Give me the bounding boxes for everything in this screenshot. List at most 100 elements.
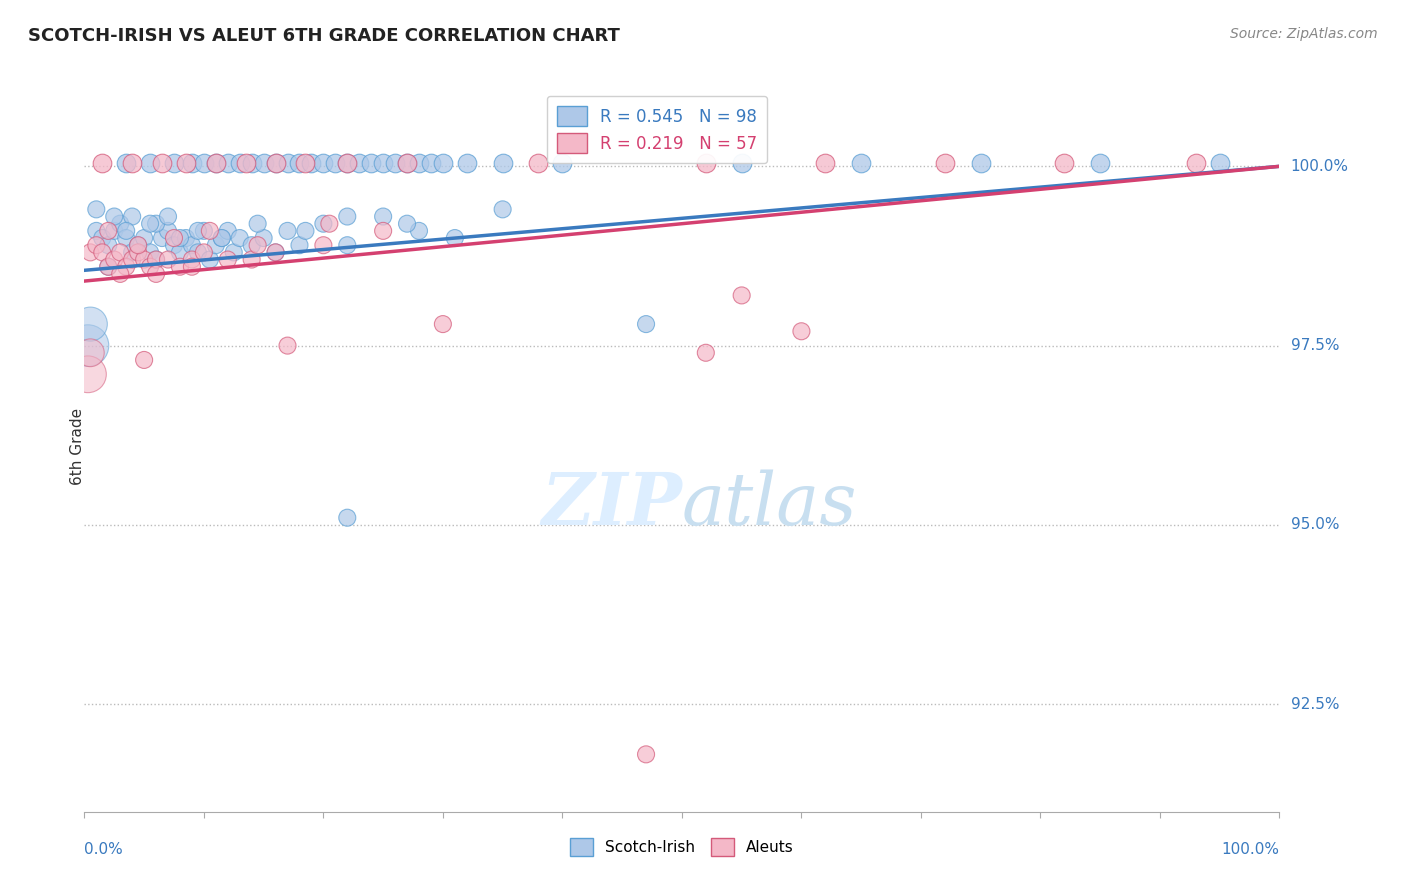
Point <box>169 231 191 245</box>
Point <box>492 202 515 217</box>
Point <box>181 252 204 267</box>
Point <box>294 224 316 238</box>
Point <box>420 155 443 169</box>
Point <box>110 217 132 231</box>
Point <box>235 155 257 169</box>
Point <box>127 238 149 252</box>
Point <box>145 217 167 231</box>
Point <box>336 155 359 169</box>
Point <box>132 353 156 368</box>
Point <box>396 217 419 231</box>
Point <box>277 224 299 238</box>
Point <box>264 155 287 169</box>
Text: 92.5%: 92.5% <box>1291 697 1339 712</box>
Point <box>240 252 263 267</box>
Point <box>240 155 263 169</box>
Point <box>312 238 335 252</box>
Point <box>193 245 215 260</box>
Point <box>91 155 114 169</box>
Point <box>110 245 132 260</box>
Point <box>187 224 209 238</box>
Point <box>264 245 287 260</box>
Point <box>444 231 467 245</box>
Point <box>790 324 813 338</box>
Point <box>408 155 430 169</box>
Point <box>145 267 167 281</box>
Point <box>174 155 197 169</box>
Point <box>246 238 269 252</box>
Point <box>253 231 276 245</box>
Point <box>288 238 311 252</box>
Text: Source: ZipAtlas.com: Source: ZipAtlas.com <box>1230 27 1378 41</box>
Point <box>115 224 138 238</box>
Point <box>240 238 263 252</box>
Point <box>527 155 550 169</box>
Text: 95.0%: 95.0% <box>1291 517 1339 533</box>
Point <box>217 252 239 267</box>
Point <box>312 155 335 169</box>
Point <box>77 338 100 352</box>
Point <box>115 260 138 274</box>
Point <box>301 155 323 169</box>
Point <box>264 155 287 169</box>
Point <box>851 155 873 169</box>
Point <box>163 231 186 245</box>
Point <box>79 345 101 359</box>
Point <box>211 231 233 245</box>
Point <box>294 155 316 169</box>
Text: ZIP: ZIP <box>541 469 682 540</box>
Point <box>139 260 162 274</box>
Point <box>86 202 108 217</box>
Point <box>121 245 143 260</box>
Point <box>288 155 311 169</box>
Text: 100.0%: 100.0% <box>1291 159 1348 174</box>
Point <box>139 155 162 169</box>
Point <box>695 345 717 359</box>
Point <box>145 252 167 267</box>
Point <box>373 155 395 169</box>
Point <box>97 224 120 238</box>
Point <box>193 155 215 169</box>
Point <box>79 245 101 260</box>
Point <box>157 210 180 224</box>
Point <box>86 224 108 238</box>
Point <box>336 210 359 224</box>
Text: atlas: atlas <box>682 469 858 540</box>
Point <box>229 155 252 169</box>
Point <box>181 260 204 274</box>
Point <box>97 238 120 252</box>
Point <box>456 155 478 169</box>
Point <box>79 317 101 331</box>
Point <box>211 231 233 245</box>
Point <box>695 155 717 169</box>
Point <box>396 155 419 169</box>
Point <box>384 155 406 169</box>
Point <box>636 747 658 762</box>
Point <box>336 238 359 252</box>
Point <box>110 267 132 281</box>
Point <box>115 231 138 245</box>
Y-axis label: 6th Grade: 6th Grade <box>70 408 84 484</box>
Point <box>217 224 239 238</box>
Point <box>169 245 191 260</box>
Text: 100.0%: 100.0% <box>1222 842 1279 857</box>
Point <box>150 231 173 245</box>
Point <box>127 238 149 252</box>
Point <box>103 224 125 238</box>
Point <box>1053 155 1076 169</box>
Point <box>97 260 120 274</box>
Point <box>934 155 956 169</box>
Point <box>139 217 162 231</box>
Point <box>360 155 382 169</box>
Point <box>139 245 162 260</box>
Point <box>77 368 100 382</box>
Point <box>121 210 143 224</box>
Point <box>731 155 754 169</box>
Point <box>193 224 215 238</box>
Point <box>636 317 658 331</box>
Point <box>205 155 228 169</box>
Point <box>145 252 167 267</box>
Point <box>157 224 180 238</box>
Point <box>150 155 173 169</box>
Point <box>217 155 239 169</box>
